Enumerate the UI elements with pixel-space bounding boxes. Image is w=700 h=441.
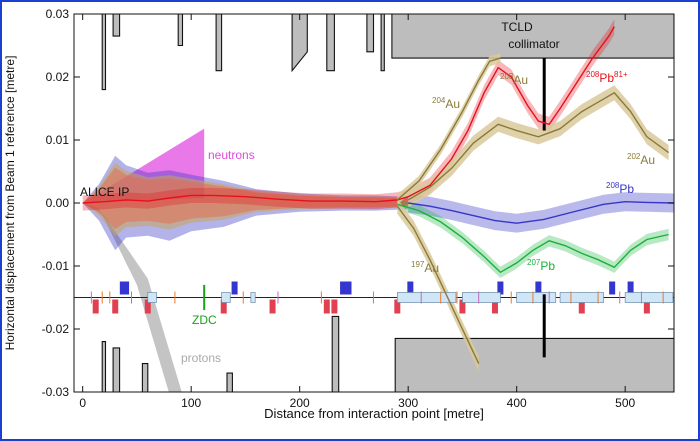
line-197au: [396, 205, 480, 364]
dipole-box-7: [624, 292, 674, 303]
magnet-red-2: [144, 299, 151, 314]
y-tick-label-5: 0.02: [46, 70, 70, 84]
au197-element: Au: [424, 261, 439, 275]
pb207-label: 207Pb: [527, 258, 555, 273]
dipole-box-2: [250, 292, 256, 303]
series-lines-layer: [82, 26, 674, 364]
magnet-red-0: [92, 299, 99, 314]
dipole-box-6: [559, 292, 604, 303]
line-208pb81-: [82, 26, 615, 204]
au203-element: Au: [513, 73, 528, 87]
magnet-red-8: [459, 299, 466, 314]
au204-mass: 204: [432, 96, 446, 105]
x-tick-label-3: 300: [398, 396, 418, 410]
band-197au: [397, 198, 479, 372]
magnet-red-4: [269, 299, 276, 314]
y-axis-title: Horizontal displacement from Beam 1 refe…: [3, 56, 17, 351]
aperture-lower: [101, 315, 674, 392]
dipole-box-3: [396, 292, 457, 303]
line-203au: [407, 91, 670, 201]
dipole-box-1: [221, 292, 231, 303]
magnet-blue-3: [340, 281, 347, 295]
beamline-layer: [74, 58, 674, 358]
dipole-box-0: [147, 292, 157, 303]
x-tick-label-1: 100: [181, 396, 201, 410]
au204-element: Au: [445, 97, 460, 111]
x-tick-label-4: 400: [507, 396, 527, 410]
magnet-red-9: [491, 299, 498, 314]
neutrons-label: neutrons: [208, 148, 255, 162]
tcld-label-line1: TCLD: [501, 20, 533, 34]
line-207pb: [397, 203, 669, 274]
au197-label: 197Au: [411, 260, 439, 275]
tcld-label-line2: collimator: [508, 37, 559, 51]
protons-cone: [82, 203, 182, 392]
y-tick-label-2: -0.01: [42, 259, 70, 273]
au202-mass: 202: [627, 152, 641, 161]
series-bands-layer: [82, 19, 674, 372]
au204-label: 204Au: [432, 96, 460, 111]
magnet-red-5: [323, 299, 330, 314]
pb208-label: 208Pb: [606, 181, 634, 196]
au202-label: 202Au: [627, 152, 655, 167]
y-tick-label-0: -0.03: [42, 385, 70, 399]
pb208-81-mass: 208: [586, 70, 600, 79]
aperture-layer: [101, 14, 674, 392]
beam-envelope-layer: [82, 155, 409, 251]
pb208-element: Pb: [619, 182, 634, 196]
zdc-label: ZDC: [192, 313, 217, 327]
alice-ip-label: ALICE IP: [80, 185, 129, 199]
band-207pb: [397, 198, 669, 278]
magnet-blue-4: [345, 281, 352, 295]
pb208-mass: 208: [606, 181, 620, 190]
y-tick-label-4: 0.01: [46, 133, 70, 147]
y-tick-label-6: 0.03: [46, 7, 70, 21]
magnet-red-1: [112, 299, 119, 314]
beam-envelope-red: [82, 167, 409, 229]
magnet-red-6: [331, 299, 338, 314]
line-204au: [396, 57, 501, 201]
magnet-blue-8: [609, 281, 616, 295]
pb207-element: Pb: [540, 259, 555, 273]
line-208pb: [408, 200, 674, 224]
protons-label: protons: [181, 351, 221, 365]
magnet-blue-5: [407, 281, 414, 295]
tcld-jaw-upper: [542, 58, 546, 131]
magnet-blue-2: [231, 281, 238, 295]
dipole-box-5: [516, 292, 557, 303]
magnet-blue-9: [627, 281, 634, 295]
y-tick-label-3: 0.00: [46, 196, 70, 210]
au202-element: Au: [640, 153, 655, 167]
band-204au: [397, 53, 501, 205]
au203-mass: 203: [500, 72, 514, 81]
magnet-red-7: [394, 299, 401, 314]
x-tick-label-5: 500: [615, 396, 635, 410]
magnet-blue-1: [123, 281, 130, 295]
magnet-red-3: [220, 299, 227, 314]
x-tick-label-2: 200: [290, 396, 310, 410]
magnet-blue-0: [119, 281, 126, 295]
magnet-red-11: [643, 299, 650, 314]
pb208-81-charge: 81+: [614, 70, 628, 79]
au203-label: 203Au: [500, 72, 528, 87]
magnet-blue-7: [535, 281, 542, 295]
y-tick-label-1: -0.02: [42, 322, 70, 336]
axes-layer: 0 100 200 300 400 500 -0.03 -0.02 -0.01 0.00 0.01 0…: [42, 7, 675, 410]
band-208pb: [408, 192, 674, 233]
magnet-red-10: [578, 299, 585, 314]
pb208-81-element: Pb: [599, 71, 614, 85]
au197-mass: 197: [411, 260, 425, 269]
tcld-jaw-lower: [542, 294, 546, 358]
magnet-blue-6: [497, 281, 504, 295]
pb207-mass: 207: [527, 258, 541, 267]
dipole-box-4: [462, 292, 501, 303]
x-tick-label-0: 0: [79, 396, 86, 410]
x-axis-title: Distance from interaction point [metre]: [264, 406, 484, 421]
aperture-upper: [101, 14, 674, 91]
pb208-81-label: 208Pb81+: [586, 70, 628, 85]
